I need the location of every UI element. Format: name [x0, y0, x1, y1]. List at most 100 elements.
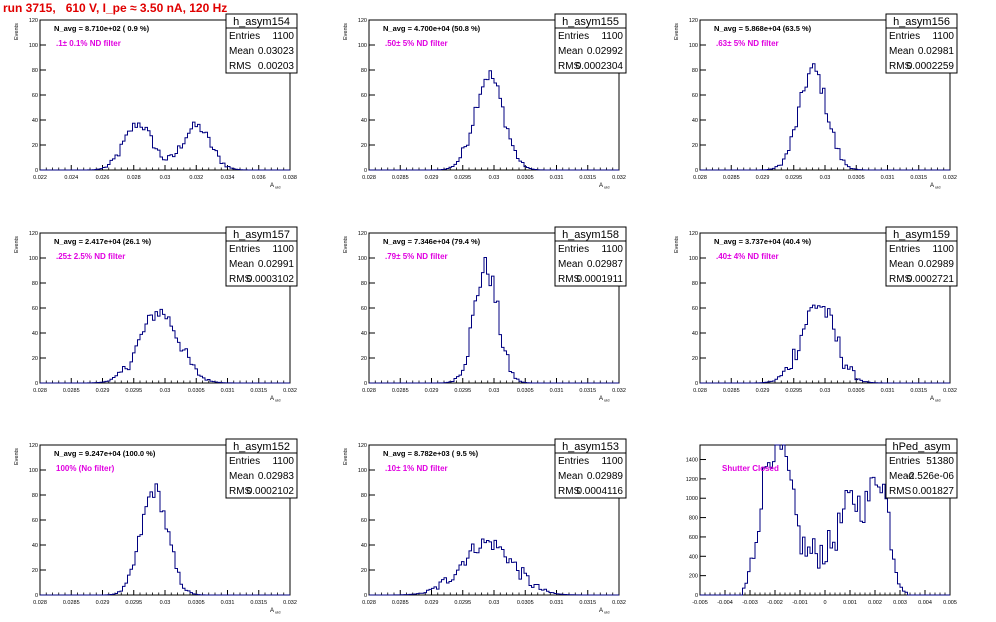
x-tick-label: 0.032 — [612, 600, 626, 606]
x-tick-label: 0.031 — [550, 600, 564, 606]
stat-value: 0.02992 — [587, 46, 624, 57]
stat-value: -2.526e-06 — [906, 471, 955, 482]
x-tick-label: 0.026 — [96, 175, 110, 181]
histogram-panel: 0.028 0.0285 0.029 0.0295 0.03 0.0305 0.031 0.0… — [674, 226, 958, 403]
x-tick-label: 0.003 — [893, 600, 907, 606]
histogram-name: h_asym158 — [562, 229, 619, 241]
x-tick-label: 0.0285 — [392, 175, 409, 181]
stat-value: 1100 — [601, 31, 623, 42]
histogram-name: hPed_asym — [892, 441, 950, 453]
stat-label: Mean — [229, 471, 254, 482]
stat-label: Mean — [889, 259, 914, 270]
stats-box-frame — [225, 438, 298, 499]
y-tick-label: 60 — [32, 306, 38, 312]
x-tick-label: 0.0295 — [454, 388, 471, 394]
y-tick-label: 20 — [692, 356, 698, 362]
x-tick-label: 0.032 — [612, 388, 626, 394]
stat-label: Mean — [889, 46, 914, 57]
stat-value: 0.02983 — [258, 471, 295, 482]
x-axis-label: A uid — [930, 183, 940, 190]
filter-note: .1± 0.1% ND filter — [56, 39, 121, 48]
x-tick-label: 0.036 — [252, 175, 266, 181]
y-tick-label: 60 — [361, 93, 367, 99]
stat-value: 0.0003102 — [247, 274, 295, 285]
y-tick-label: 20 — [361, 568, 367, 574]
y-axis-label: Events — [343, 448, 349, 465]
y-tick-label: 120 — [29, 443, 38, 449]
stats-box-frame — [225, 13, 298, 74]
y-tick-label: 40 — [692, 331, 698, 337]
histogram-name: h_asym155 — [562, 16, 619, 28]
x-tick-label: 0.0315 — [910, 175, 927, 181]
y-tick-label: 60 — [32, 518, 38, 524]
stat-label: Mean — [558, 46, 583, 57]
y-tick-label: 80 — [361, 68, 367, 74]
x-tick-label: 0.029 — [96, 388, 110, 394]
x-tick-label: 0.0315 — [579, 175, 596, 181]
x-tick-label: 0.0305 — [517, 600, 534, 606]
stats-box: h_asym155 Entries 1100 Mean 0.02992 RMS0.0002… — [554, 13, 627, 74]
y-tick-label: 100 — [358, 43, 367, 49]
stat-label: Mean — [229, 259, 254, 270]
y-tick-label: 120 — [689, 18, 698, 24]
histogram-line — [40, 121, 290, 171]
y-tick-label: 200 — [689, 574, 698, 580]
stat-label: Entries — [889, 456, 920, 467]
stats-box-frame — [554, 13, 627, 74]
x-axis-label: A uid — [599, 608, 609, 615]
x-tick-label: 0.03 — [489, 388, 500, 394]
panel-title: N_avg = 8.710e+02 ( 0.9 %) — [54, 24, 150, 33]
x-tick-label: 0.032 — [283, 388, 297, 394]
stat-label: Mean — [558, 259, 583, 270]
x-tick-label: 0 — [823, 600, 826, 606]
x-tick-label: 0.031 — [221, 600, 235, 606]
y-tick-label: 20 — [361, 143, 367, 149]
y-tick-label: 100 — [29, 468, 38, 474]
stat-value: 0.02989 — [918, 259, 955, 270]
stats-box-frame — [554, 226, 627, 287]
stat-value: 0.0002259 — [907, 61, 955, 72]
y-axis-label: Events — [674, 23, 680, 40]
y-tick-label: 80 — [32, 68, 38, 74]
y-tick-label: 60 — [692, 306, 698, 312]
x-tick-label: 0.0305 — [517, 175, 534, 181]
y-tick-label: 100 — [358, 468, 367, 474]
y-tick-label: 40 — [692, 118, 698, 124]
histogram-panel: 0.028 0.0285 0.029 0.0295 0.03 0.0305 0.031 0.0… — [674, 13, 958, 190]
y-tick-label: 40 — [32, 118, 38, 124]
x-tick-label: 0.0305 — [188, 388, 205, 394]
panel-title: N_avg = 7.346e+04 (79.4 %) — [383, 237, 481, 246]
y-tick-label: 80 — [692, 68, 698, 74]
x-tick-label: 0.03 — [820, 175, 831, 181]
y-axis-label: Events — [14, 448, 20, 465]
y-tick-label: 0 — [364, 593, 367, 599]
x-tick-label: 0.029 — [756, 388, 770, 394]
y-tick-label: 40 — [32, 543, 38, 549]
stats-box: h_asym152 Entries 1100 Mean 0.02983 RMS0.0002… — [225, 438, 298, 499]
x-tick-label: 0.0295 — [125, 600, 142, 606]
histogram-panel: 0.028 0.0285 0.029 0.0295 0.03 0.0305 0.031 0.0… — [14, 438, 298, 615]
stat-label: Mean — [229, 46, 254, 57]
x-tick-label: 0.028 — [33, 388, 47, 394]
stat-value: 0.0004116 — [576, 486, 623, 497]
x-tick-label: 0.031 — [221, 388, 235, 394]
y-tick-label: 120 — [29, 18, 38, 24]
y-tick-label: 100 — [689, 256, 698, 262]
x-axis-label: A uid — [270, 396, 280, 403]
stat-value: 0.02981 — [918, 46, 955, 57]
y-tick-label: 80 — [361, 493, 367, 499]
x-tick-label: 0.034 — [221, 175, 235, 181]
x-tick-label: -0.005 — [692, 600, 708, 606]
y-tick-label: 20 — [32, 143, 38, 149]
x-tick-label: 0.0315 — [579, 600, 596, 606]
x-axis-label: A uid — [270, 608, 280, 615]
y-tick-label: 40 — [361, 543, 367, 549]
stat-label: RMS — [889, 274, 912, 285]
page-title: run 3715, 610 V, I_pe ≈ 3.50 nA, 120 Hz — [3, 1, 228, 15]
x-tick-label: 0.0295 — [785, 388, 802, 394]
x-axis-label: A uid — [270, 183, 280, 190]
histogram-line — [700, 444, 950, 596]
stat-label: RMS — [889, 486, 912, 497]
filter-note: 100% (No filter) — [56, 464, 115, 473]
